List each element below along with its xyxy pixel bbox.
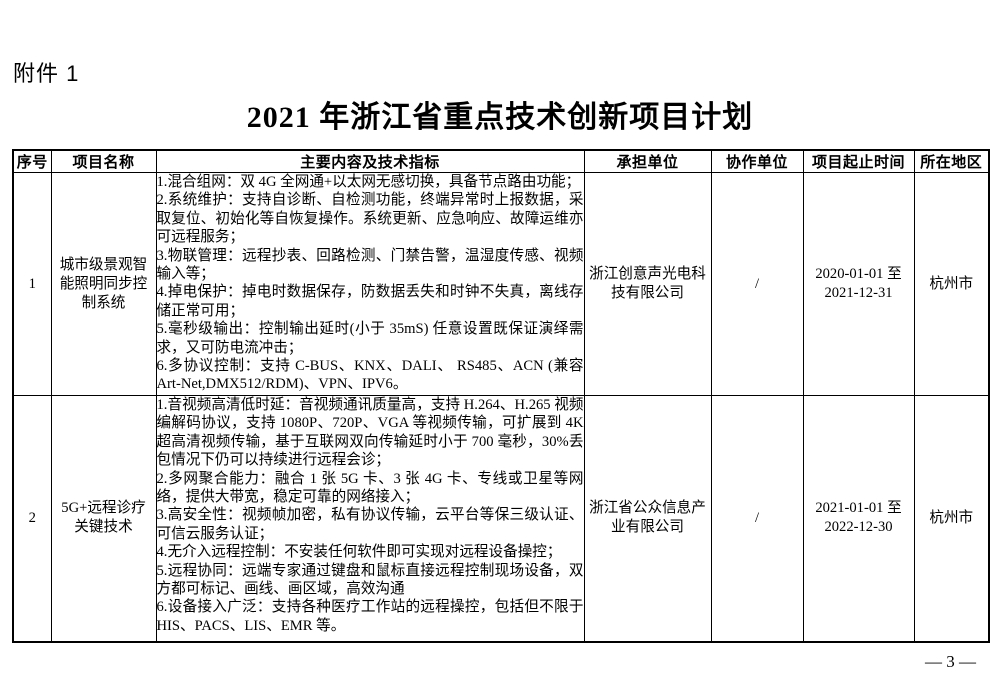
content-item: 6.设备接入广泛：支持各种医疗工作站的远程操控，包括但不限于 HIS、PACS、… (156, 599, 584, 634)
cell-undertaker: 浙江省公众信息产业有限公司 (583, 395, 712, 642)
period-end: 2021-12-31 (824, 285, 893, 301)
content-item: 1.混合组网：双 4G 全网通+以太网无感切换，具备节点路由功能； (156, 174, 581, 190)
period-end: 2022-12-30 (824, 519, 893, 536)
content-item: 5.毫秒级输出：控制输出延时(小于 35mS) 任意设置既保证演绎需求，又可防电… (156, 321, 584, 356)
cell-content: 1.混合组网：双 4G 全网通+以太网无感切换，具备节点路由功能； 2.系统维护… (155, 172, 585, 396)
content-item: 3.高安全性：视频帧加密，私有协议传输，云平台等保三级认证、可信云服务认证； (156, 507, 584, 542)
content-item: 2.多网聚合能力：融合 1 张 5G 卡、3 张 4G 卡、专线或卫星等网络，提… (156, 470, 584, 506)
cell-collaborator: / (710, 395, 804, 642)
col-header-region: 所在地区 (913, 149, 990, 173)
cell-project-name: 5G+远程诊疗关键技术 (50, 395, 157, 642)
col-header-project-name: 项目名称 (50, 149, 157, 173)
page-title: 2021 年浙江省重点技术创新项目计划 (246, 101, 754, 134)
col-header-collaborator: 协作单位 (710, 149, 804, 173)
page-number: — 3 — (925, 652, 976, 671)
table-header-row: 序号 项目名称 主要内容及技术指标 承担单位 协作单位 项目起止时间 所在地区 (12, 149, 990, 173)
period-start: 2021-01-01 至 (815, 500, 902, 517)
cell-period: 2020-01-01 至 2021-12-31 (802, 172, 915, 396)
table-row: 1 城市级景观智能照明同步控制系统 1.混合组网：双 4G 全网通+以太网无感切… (12, 172, 990, 396)
content-item: 6.多协议控制：支持 C-BUS、KNX、DALI、 RS485、ACN (兼容… (156, 358, 584, 393)
attachment-label: 附件 1 (13, 61, 80, 86)
content-item: 4.无介入远程控制：不安装任何软件即可实现对远程设备操控； (156, 544, 562, 561)
cell-content: 1.音视频高清低时延：音视频通讯质量高，支持 H.264、H.265 视频编解码… (155, 395, 585, 642)
content-item: 1.音视频高清低时延：音视频通讯质量高，支持 H.264、H.265 视频编解码… (156, 397, 584, 469)
cell-period: 2021-01-01 至 2022-12-30 (802, 395, 915, 642)
col-header-seq: 序号 (12, 149, 52, 173)
cell-undertaker: 浙江创意声光电科技有限公司 (583, 172, 712, 396)
cell-seq: 1 (12, 172, 52, 396)
content-item: 5.远程协同：远端专家通过键盘和鼠标直接远程控制现场设备，双方都可标记、画线、画… (156, 562, 584, 598)
period-start: 2020-01-01 至 (815, 266, 902, 282)
cell-region: 杭州市 (913, 395, 990, 642)
projects-table: 序号 项目名称 主要内容及技术指标 承担单位 协作单位 项目起止时间 所在地区 … (12, 149, 990, 643)
cell-collaborator: / (710, 172, 804, 396)
cell-project-name: 城市级景观智能照明同步控制系统 (50, 172, 157, 396)
cell-region: 杭州市 (913, 172, 990, 396)
content-item: 3.物联管理：远程抄表、回路检测、门禁告警，温湿度传感、视频输入等； (156, 247, 584, 283)
col-header-period: 项目起止时间 (802, 149, 915, 173)
cell-seq: 2 (12, 395, 52, 642)
content-item: 4.掉电保护：掉电时数据保存，防数据丢失和时钟不失真，离线存储正常可用； (156, 284, 584, 319)
table-row: 2 5G+远程诊疗关键技术 1.音视频高清低时延：音视频通讯质量高，支持 H.2… (12, 395, 990, 642)
content-item: 2.系统维护：支持自诊断、自检测功能，终端异常时上报数据，采取复位、初始化等自恢… (156, 192, 584, 246)
col-header-undertaker: 承担单位 (583, 149, 712, 173)
col-header-content: 主要内容及技术指标 (155, 149, 585, 173)
